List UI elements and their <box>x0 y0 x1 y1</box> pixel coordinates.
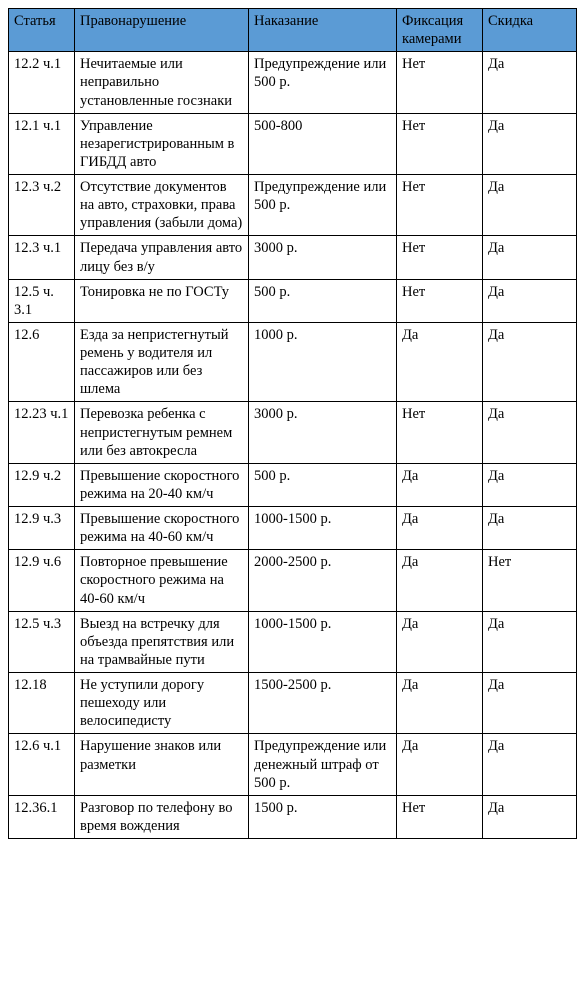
table-cell: Да <box>397 463 483 506</box>
table-cell: Передача управления авто лицу без в/у <box>75 236 249 279</box>
table-cell: Да <box>483 507 577 550</box>
table-cell: Нет <box>397 236 483 279</box>
col-header-article: Статья <box>9 9 75 52</box>
table-cell: Не уступили дорогу пешеходу или велосипе… <box>75 673 249 734</box>
table-cell: Да <box>483 113 577 174</box>
table-row: 12.18Не уступили дорогу пешеходу или вел… <box>9 673 577 734</box>
table-cell: Да <box>483 673 577 734</box>
table-cell: 12.3 ч.1 <box>9 236 75 279</box>
col-header-offense: Правонарушение <box>75 9 249 52</box>
table-cell: Управление незарегистрированным в ГИБДД … <box>75 113 249 174</box>
table-cell: 12.6 <box>9 322 75 402</box>
table-cell: 3000 р. <box>249 236 397 279</box>
table-cell: Да <box>483 236 577 279</box>
table-cell: Предупреждение или денежный штраф от 500… <box>249 734 397 795</box>
table-cell: 12.9 ч.3 <box>9 507 75 550</box>
table-row: 12.6 ч.1Нарушение знаков или разметкиПре… <box>9 734 577 795</box>
table-cell: 1000 р. <box>249 322 397 402</box>
table-cell: 12.5 ч. 3.1 <box>9 279 75 322</box>
table-cell: Да <box>483 279 577 322</box>
table-cell: 500-800 <box>249 113 397 174</box>
table-cell: Да <box>483 734 577 795</box>
table-cell: Разговор по телефону во время вождения <box>75 795 249 838</box>
table-cell: 12.2 ч.1 <box>9 52 75 113</box>
table-row: 12.9 ч.6Повторное превышение скоростного… <box>9 550 577 611</box>
penalty-table: Статья Правонарушение Наказание Фиксация… <box>8 8 577 839</box>
table-cell: 12.9 ч.6 <box>9 550 75 611</box>
table-cell: Да <box>397 507 483 550</box>
table-row: 12.9 ч.2Превышение скоростного режима на… <box>9 463 577 506</box>
table-cell: 500 р. <box>249 279 397 322</box>
table-cell: 1500 р. <box>249 795 397 838</box>
table-cell: Да <box>483 175 577 236</box>
col-header-penalty: Наказание <box>249 9 397 52</box>
table-cell: 2000-2500 р. <box>249 550 397 611</box>
table-cell: Нарушение знаков или разметки <box>75 734 249 795</box>
table-cell: Езда за непристегнутый ремень у водителя… <box>75 322 249 402</box>
table-cell: Да <box>397 611 483 672</box>
table-cell: Да <box>397 673 483 734</box>
col-header-discount: Скидка <box>483 9 577 52</box>
table-cell: Нет <box>397 113 483 174</box>
table-row: 12.6Езда за непристегнутый ремень у води… <box>9 322 577 402</box>
table-cell: 12.5 ч.3 <box>9 611 75 672</box>
table-cell: 12.1 ч.1 <box>9 113 75 174</box>
table-cell: 12.9 ч.2 <box>9 463 75 506</box>
table-cell: Тонировка не по ГОСТу <box>75 279 249 322</box>
table-row: 12.3 ч.1Передача управления авто лицу бе… <box>9 236 577 279</box>
table-header-row: Статья Правонарушение Наказание Фиксация… <box>9 9 577 52</box>
table-cell: Повторное превышение скоростного режима … <box>75 550 249 611</box>
table-row: 12.5 ч.3Выезд на встречку для объезда пр… <box>9 611 577 672</box>
table-cell: Нет <box>397 175 483 236</box>
table-cell: Да <box>397 550 483 611</box>
table-cell: 3000 р. <box>249 402 397 463</box>
table-cell: 500 р. <box>249 463 397 506</box>
table-cell: Да <box>397 734 483 795</box>
table-cell: 1000-1500 р. <box>249 611 397 672</box>
table-cell: Предупреждение или 500 р. <box>249 175 397 236</box>
table-cell: Да <box>483 52 577 113</box>
table-cell: 12.3 ч.2 <box>9 175 75 236</box>
table-row: 12.9 ч.3Превышение скоростного режима на… <box>9 507 577 550</box>
table-cell: 12.23 ч.1 <box>9 402 75 463</box>
table-cell: Нет <box>397 402 483 463</box>
table-cell: Нет <box>397 279 483 322</box>
table-cell: Да <box>483 463 577 506</box>
table-cell: Да <box>397 322 483 402</box>
table-row: 12.23 ч.1Перевозка ребенка с непристегну… <box>9 402 577 463</box>
table-cell: Превышение скоростного режима на 20-40 к… <box>75 463 249 506</box>
table-row: 12.36.1Разговор по телефону во время вож… <box>9 795 577 838</box>
table-row: 12.1 ч.1Управление незарегистрированным … <box>9 113 577 174</box>
table-cell: Перевозка ребенка с непристегнутым ремне… <box>75 402 249 463</box>
table-cell: Нет <box>397 795 483 838</box>
col-header-camera: Фиксация камерами <box>397 9 483 52</box>
table-cell: Да <box>483 402 577 463</box>
table-cell: Выезд на встречку для объезда препятстви… <box>75 611 249 672</box>
table-cell: Да <box>483 795 577 838</box>
table-cell: Нет <box>483 550 577 611</box>
table-cell: Да <box>483 322 577 402</box>
table-row: 12.2 ч.1Нечитаемые или неправильно устан… <box>9 52 577 113</box>
table-cell: Предупреждение или 500 р. <box>249 52 397 113</box>
table-cell: 1500-2500 р. <box>249 673 397 734</box>
table-cell: 12.36.1 <box>9 795 75 838</box>
table-cell: Превышение скоростного режима на 40-60 к… <box>75 507 249 550</box>
table-cell: Да <box>483 611 577 672</box>
table-cell: Нечитаемые или неправильно установленные… <box>75 52 249 113</box>
table-cell: 1000-1500 р. <box>249 507 397 550</box>
table-cell: Нет <box>397 52 483 113</box>
table-row: 12.5 ч. 3.1Тонировка не по ГОСТу500 р.Не… <box>9 279 577 322</box>
table-cell: 12.18 <box>9 673 75 734</box>
table-cell: 12.6 ч.1 <box>9 734 75 795</box>
table-row: 12.3 ч.2Отсутствие документов на авто, с… <box>9 175 577 236</box>
table-cell: Отсутствие документов на авто, страховки… <box>75 175 249 236</box>
